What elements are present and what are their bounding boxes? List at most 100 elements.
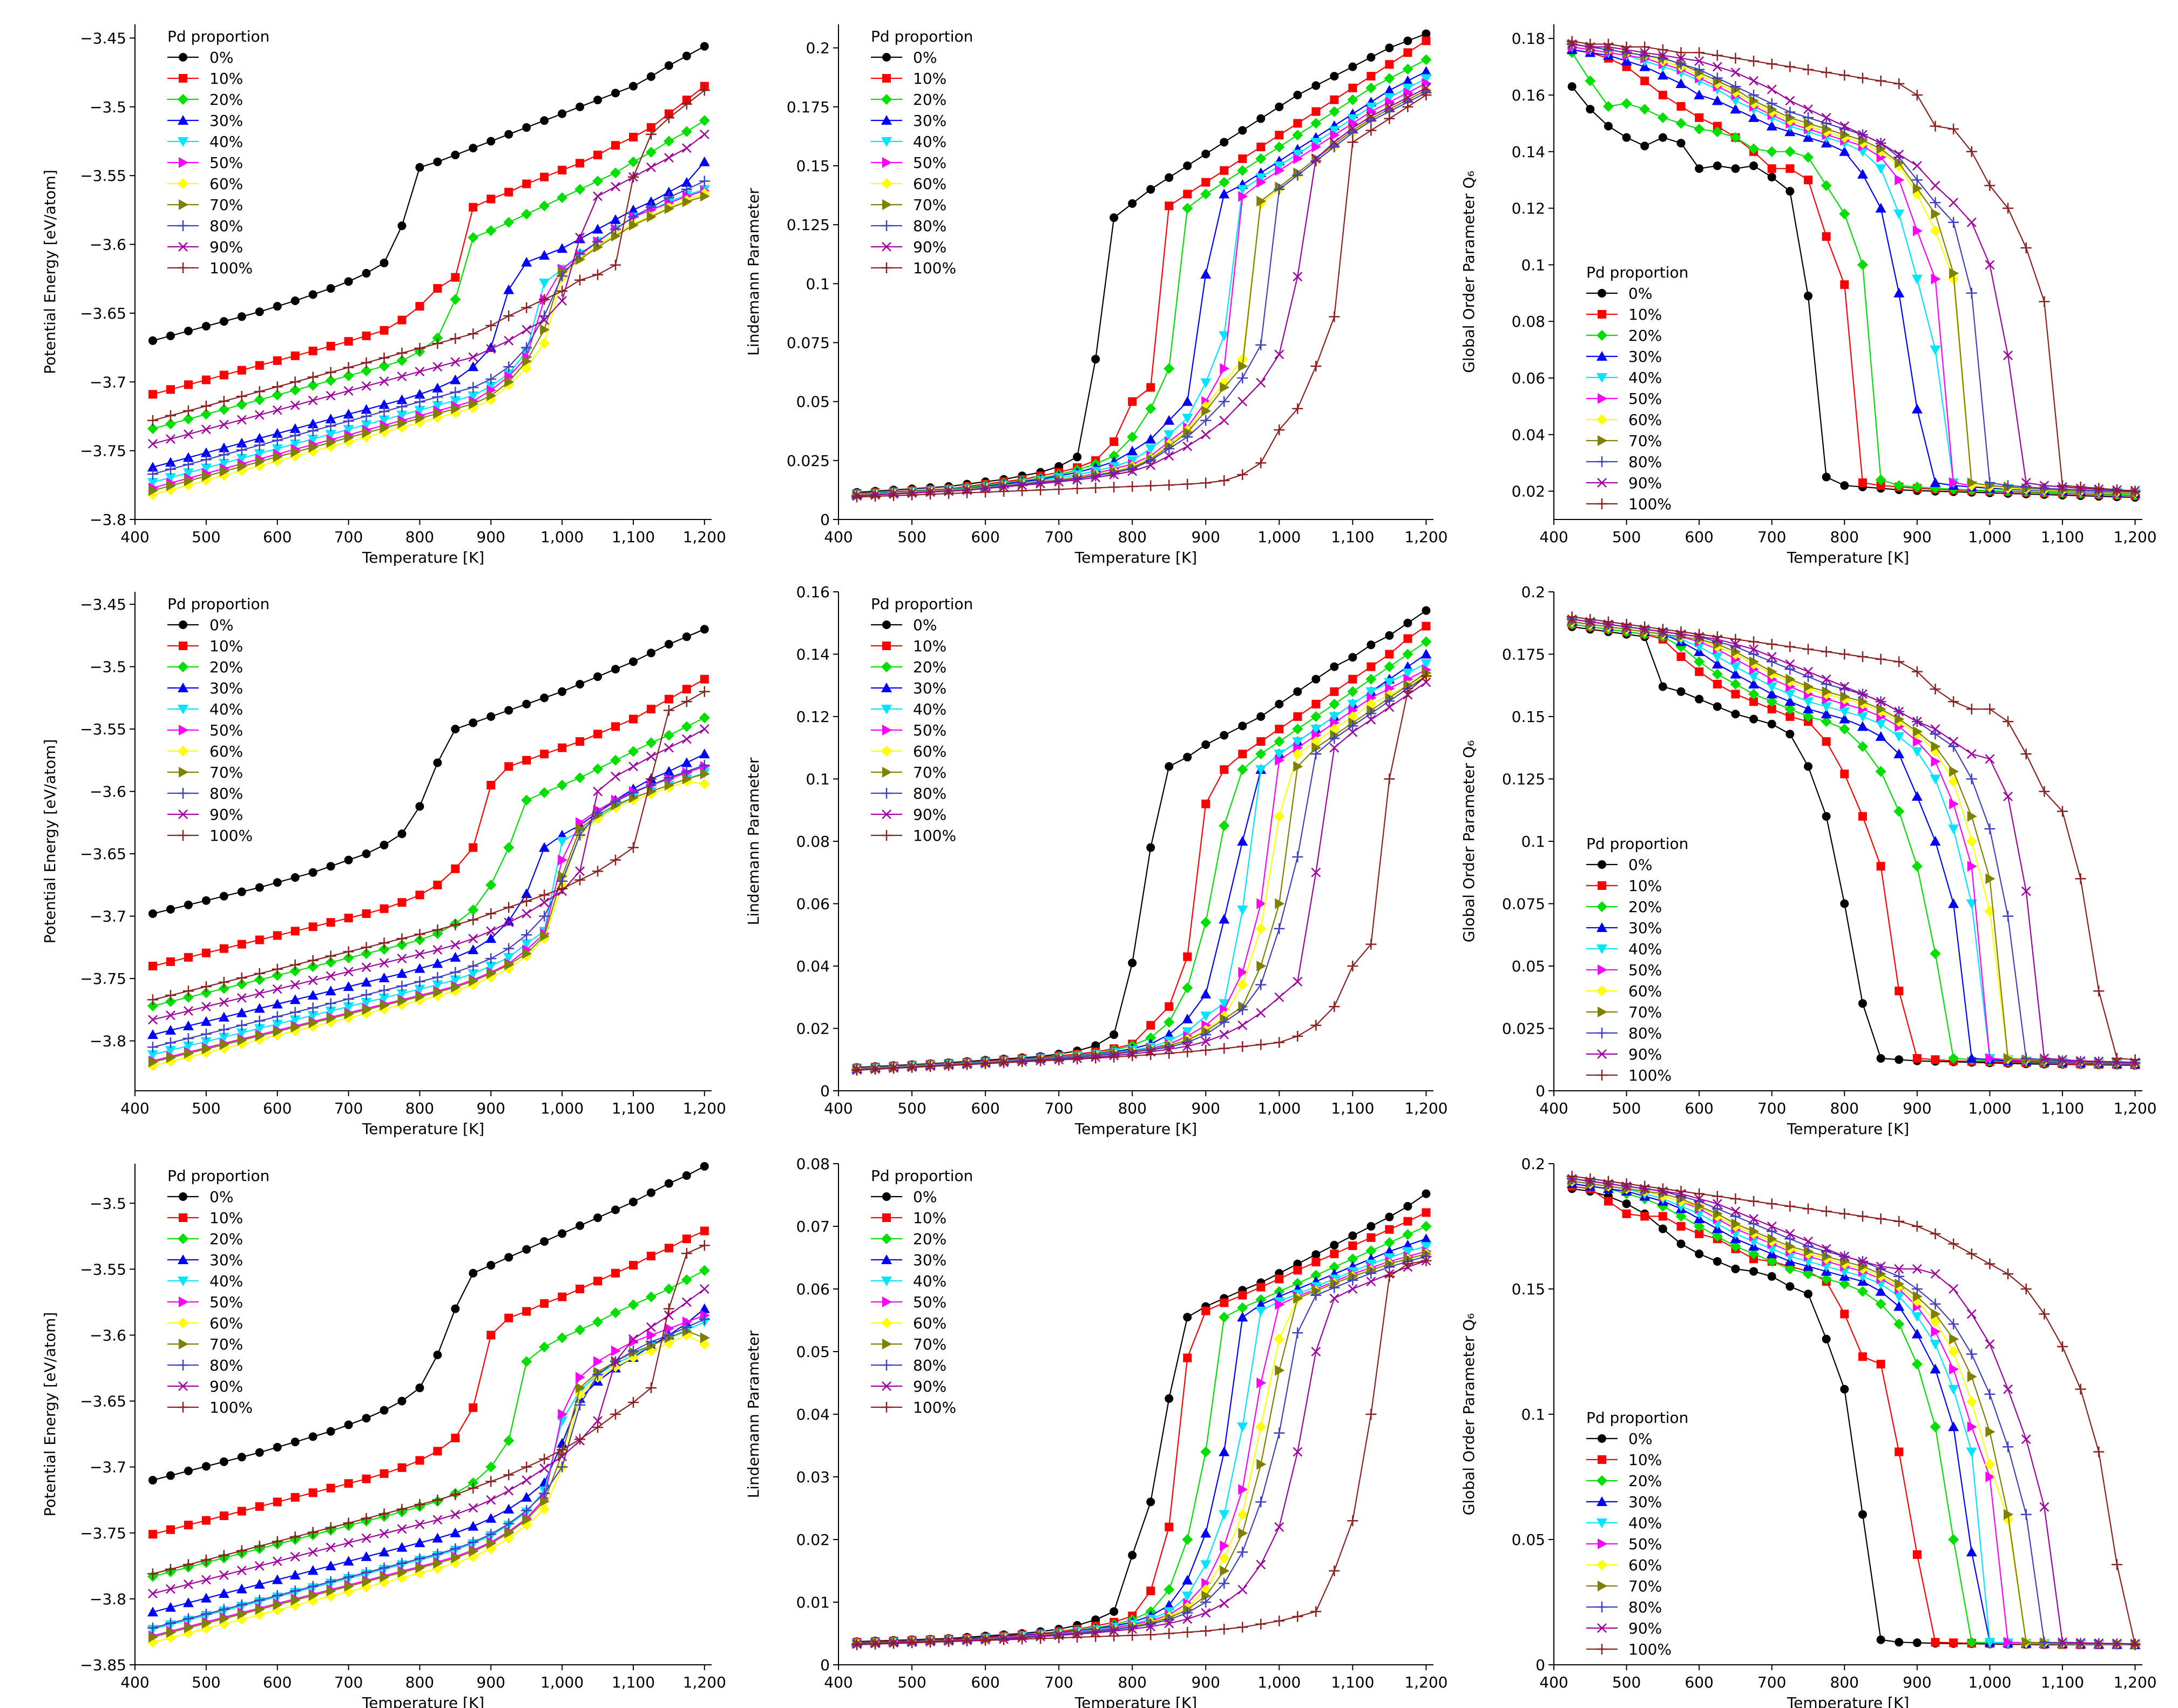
data-point-70% xyxy=(1238,361,1248,372)
data-point-80% xyxy=(468,1536,479,1548)
data-point-10% xyxy=(593,730,603,739)
data-point-50% xyxy=(1220,363,1230,374)
y-tick-label: −3.6 xyxy=(90,783,126,801)
data-point-80% xyxy=(254,440,265,451)
data-point-20% xyxy=(1255,748,1267,760)
data-point-70% xyxy=(540,930,550,942)
x-axis-label: Temperature [K] xyxy=(1074,549,1197,566)
data-point-10% xyxy=(380,1469,389,1478)
data-point-20% xyxy=(1875,1298,1886,1309)
data-point-40% xyxy=(254,1024,265,1034)
data-point-90% xyxy=(1966,1309,1977,1319)
data-point-0% xyxy=(415,802,424,811)
data-point-20% xyxy=(1730,1241,1741,1252)
data-point-100% xyxy=(1566,36,1578,47)
data-point-80% xyxy=(485,953,497,964)
data-point-90% xyxy=(1146,1622,1156,1632)
data-point-20% xyxy=(1237,1302,1248,1313)
legend-label: 70% xyxy=(1628,1577,1662,1595)
legend-marker xyxy=(1597,1475,1607,1486)
data-point-90% xyxy=(148,1015,158,1025)
legend-marker xyxy=(881,137,892,147)
data-point-10% xyxy=(308,1488,317,1497)
data-point-80% xyxy=(1255,339,1267,350)
data-point-70% xyxy=(2021,1637,2032,1648)
data-point-80% xyxy=(1984,823,1996,834)
data-point-0% xyxy=(1567,82,1577,91)
data-point-30% xyxy=(539,249,550,260)
data-point-100% xyxy=(1384,773,1395,785)
data-point-20% xyxy=(1347,686,1358,697)
data-point-0% xyxy=(1767,172,1776,181)
data-point-0% xyxy=(1403,618,1412,627)
data-point-100% xyxy=(165,410,176,421)
legend-marker xyxy=(1598,1538,1607,1549)
data-point-100% xyxy=(1911,1221,1923,1232)
data-point-0% xyxy=(1658,133,1667,142)
data-point-90% xyxy=(236,1565,247,1576)
data-point-20% xyxy=(557,780,568,791)
data-point-90% xyxy=(343,386,354,396)
data-point-0% xyxy=(1146,843,1155,852)
data-point-40% xyxy=(343,425,354,435)
data-point-0% xyxy=(148,909,157,918)
data-point-90% xyxy=(646,163,656,172)
data-point-0% xyxy=(593,96,603,105)
data-point-0% xyxy=(380,840,389,849)
data-point-80% xyxy=(414,1553,425,1564)
legend-label: 100% xyxy=(913,1399,956,1416)
data-point-80% xyxy=(521,929,532,941)
data-point-70% xyxy=(1858,134,1868,146)
data-point-40% xyxy=(147,1050,158,1061)
data-point-90% xyxy=(486,926,496,936)
data-point-0% xyxy=(1201,740,1210,749)
series-layer xyxy=(851,606,1432,1076)
y-axis-label: Potential Energy [eV/atom] xyxy=(41,739,59,944)
legend-marker xyxy=(881,705,892,714)
data-point-70% xyxy=(469,399,479,410)
data-point-90% xyxy=(1912,1264,1922,1274)
data-point-100% xyxy=(1072,483,1083,494)
x-tick-label: 800 xyxy=(405,1099,434,1117)
data-point-10% xyxy=(1912,1550,1922,1559)
data-point-100% xyxy=(1384,1271,1395,1282)
data-point-50% xyxy=(664,1323,674,1334)
data-point-20% xyxy=(485,225,497,237)
data-point-0% xyxy=(540,1237,549,1246)
legend-marker xyxy=(882,157,892,168)
data-point-10% xyxy=(1895,987,1904,996)
data-point-80% xyxy=(1365,708,1377,719)
data-point-100% xyxy=(2093,483,2105,494)
data-point-90% xyxy=(166,434,175,444)
data-point-20% xyxy=(414,934,425,946)
data-point-90% xyxy=(1712,62,1722,72)
data-point-100% xyxy=(1219,475,1230,486)
data-point-70% xyxy=(326,1585,336,1597)
data-point-10% xyxy=(1731,690,1740,699)
data-point-10% xyxy=(1275,131,1284,140)
data-point-40% xyxy=(1310,725,1322,735)
data-point-100% xyxy=(165,1563,176,1575)
data-point-80% xyxy=(182,1032,194,1044)
legend-marker xyxy=(882,199,892,210)
data-point-40% xyxy=(1893,732,1905,742)
data-point-10% xyxy=(1422,1208,1431,1217)
data-point-10% xyxy=(682,1234,691,1244)
data-point-90% xyxy=(2094,1056,2104,1066)
data-point-70% xyxy=(362,1004,372,1015)
data-point-100% xyxy=(2129,1054,2141,1065)
data-point-90% xyxy=(1293,976,1303,987)
data-point-80% xyxy=(2020,1052,2032,1064)
data-point-0% xyxy=(451,1304,460,1313)
legend-label: 90% xyxy=(913,238,946,256)
data-point-80% xyxy=(307,1002,319,1014)
data-point-30% xyxy=(147,462,158,472)
data-point-30% xyxy=(450,1527,461,1537)
legend-marker xyxy=(178,830,188,841)
data-point-0% xyxy=(1311,1250,1321,1259)
legend-marker xyxy=(1597,498,1607,509)
data-point-100% xyxy=(272,381,283,393)
y-tick-label: 0.1 xyxy=(806,275,830,293)
legend-marker xyxy=(1598,1007,1607,1017)
data-point-70% xyxy=(201,1618,212,1629)
